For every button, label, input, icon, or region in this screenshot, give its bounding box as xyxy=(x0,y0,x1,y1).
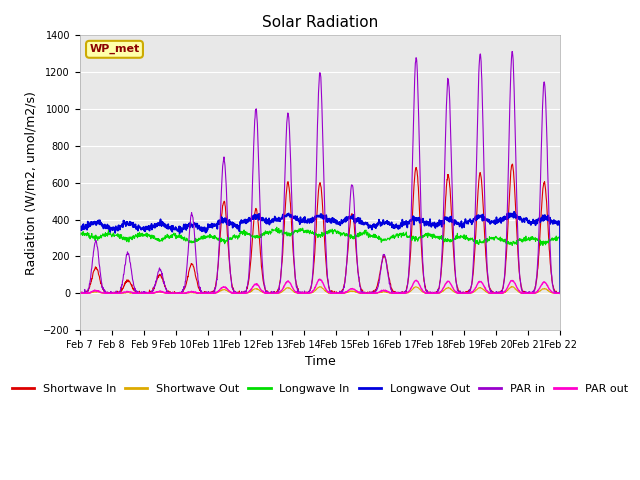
PAR in xyxy=(76,290,84,296)
Shortwave Out xyxy=(508,284,516,289)
Line: PAR out: PAR out xyxy=(80,279,560,293)
Shortwave Out xyxy=(237,290,244,296)
Longwave In xyxy=(556,290,564,296)
Longwave In xyxy=(457,233,465,239)
Line: PAR in: PAR in xyxy=(80,51,560,293)
Longwave Out xyxy=(183,222,191,228)
Longwave Out xyxy=(510,209,518,215)
PAR out xyxy=(316,276,323,282)
Longwave In xyxy=(171,233,179,239)
Shortwave Out xyxy=(183,290,191,296)
PAR out xyxy=(171,290,179,296)
Shortwave In xyxy=(500,281,508,287)
PAR out xyxy=(76,290,84,296)
Longwave Out xyxy=(76,227,84,233)
PAR out xyxy=(237,290,244,296)
PAR in xyxy=(237,290,244,296)
PAR in xyxy=(457,290,465,296)
Longwave Out xyxy=(556,290,564,296)
Shortwave Out xyxy=(77,290,84,296)
Shortwave Out xyxy=(394,290,402,296)
Shortwave Out xyxy=(76,290,84,296)
PAR out xyxy=(500,289,508,295)
Line: Shortwave Out: Shortwave Out xyxy=(80,287,560,293)
Shortwave Out xyxy=(457,290,465,296)
Shortwave In xyxy=(172,290,179,296)
Y-axis label: Radiation (W/m2, umol/m2/s): Radiation (W/m2, umol/m2/s) xyxy=(25,91,38,275)
Longwave In xyxy=(237,231,244,237)
PAR in xyxy=(508,48,516,54)
Shortwave In xyxy=(183,277,191,283)
PAR in xyxy=(499,285,507,290)
Shortwave Out xyxy=(172,290,179,296)
Longwave In xyxy=(183,235,191,241)
Shortwave Out xyxy=(500,290,508,296)
Longwave In xyxy=(273,224,280,230)
Longwave Out xyxy=(237,218,244,224)
Shortwave In xyxy=(76,290,84,296)
Line: Longwave In: Longwave In xyxy=(80,227,560,293)
Shortwave In xyxy=(237,290,244,296)
X-axis label: Time: Time xyxy=(305,355,335,369)
PAR out xyxy=(394,290,402,296)
Line: Longwave Out: Longwave Out xyxy=(80,212,560,293)
Legend: Shortwave In, Shortwave Out, Longwave In, Longwave Out, PAR in, PAR out: Shortwave In, Shortwave Out, Longwave In… xyxy=(7,379,633,398)
Text: WP_met: WP_met xyxy=(90,44,140,54)
Longwave Out xyxy=(499,214,507,220)
PAR out xyxy=(183,289,191,295)
Shortwave In xyxy=(76,290,84,296)
Longwave Out xyxy=(394,225,402,230)
PAR in xyxy=(171,290,179,296)
Longwave Out xyxy=(171,227,179,232)
Title: Solar Radiation: Solar Radiation xyxy=(262,15,378,30)
Shortwave In xyxy=(509,161,516,167)
Longwave In xyxy=(76,230,84,236)
PAR in xyxy=(556,290,564,296)
Longwave In xyxy=(500,237,508,243)
PAR out xyxy=(457,290,465,296)
PAR out xyxy=(556,290,564,296)
PAR in xyxy=(394,290,402,296)
Longwave In xyxy=(394,235,402,240)
Longwave Out xyxy=(457,222,465,228)
PAR in xyxy=(183,267,191,273)
Shortwave Out xyxy=(556,290,564,296)
Shortwave In xyxy=(457,290,465,296)
Line: Shortwave In: Shortwave In xyxy=(80,164,560,293)
Shortwave In xyxy=(394,290,402,296)
Shortwave In xyxy=(556,290,564,296)
